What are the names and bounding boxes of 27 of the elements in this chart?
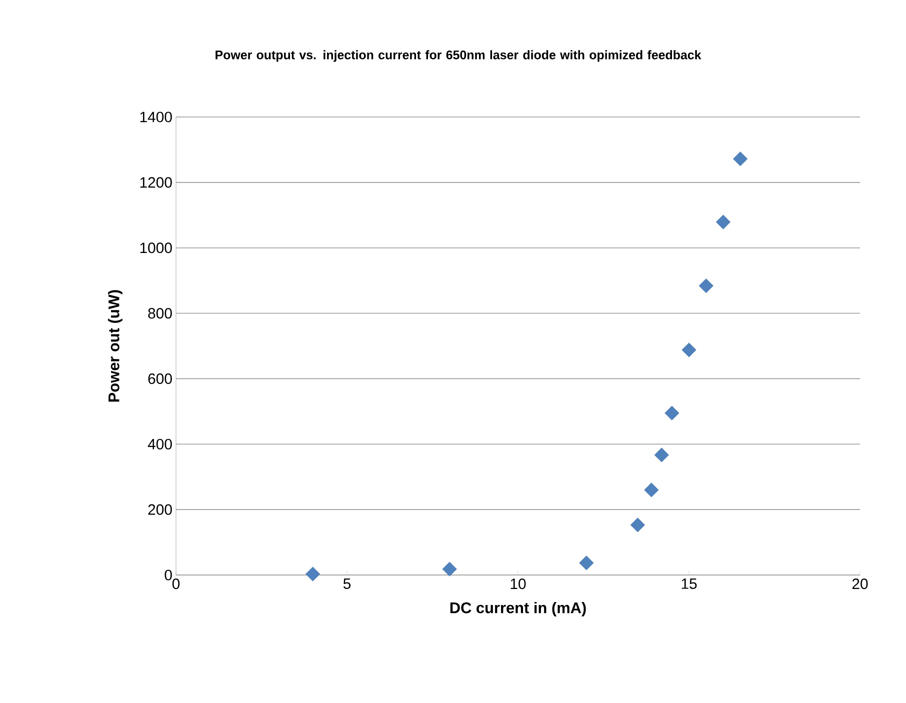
point [644, 482, 659, 498]
y-tick-label: 1000 [140, 242, 172, 254]
y-tick-label: 1200 [140, 177, 172, 188]
point [654, 448, 669, 462]
x-tick-label: 0 [172, 578, 180, 590]
y-tick-label: 600 [148, 373, 172, 384]
y-tick-label: 800 [148, 308, 172, 319]
point [442, 562, 457, 576]
y-tick-label: 1400 [140, 112, 172, 122]
point [664, 406, 680, 420]
x-tick-label: 20 [852, 578, 868, 590]
point [306, 566, 320, 582]
y-tick-label: 400 [148, 438, 172, 450]
chart-title: Power output vs. injection current for 650nm laser diode with opimized feedback [216, 50, 702, 62]
y-tick-label: 200 [148, 504, 172, 515]
x-tick-label: 10 [510, 578, 526, 590]
point [630, 518, 645, 532]
point [682, 342, 696, 358]
x-axis-title: DC current in (mA) [450, 602, 586, 616]
point [698, 278, 714, 294]
point [579, 556, 594, 570]
point [716, 214, 730, 230]
point [733, 152, 748, 166]
y-tick-label: 0 [164, 570, 172, 580]
x-tick-label: 15 [682, 578, 697, 589]
x-tick-label: 5 [343, 578, 351, 589]
y-axis-title: Power out (uW) [108, 290, 122, 402]
